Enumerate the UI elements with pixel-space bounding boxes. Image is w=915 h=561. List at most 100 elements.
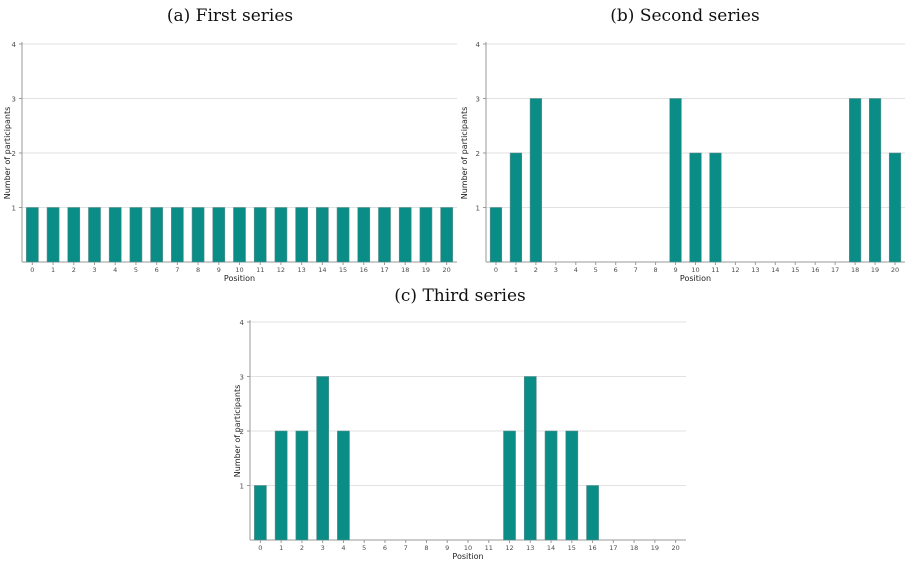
bar — [26, 207, 39, 263]
x-tick-label: 14 — [318, 266, 326, 274]
x-tick-label: 2 — [300, 544, 304, 552]
bar — [398, 207, 412, 263]
bar — [254, 485, 267, 541]
bar — [888, 152, 902, 263]
x-tick-label: 0 — [258, 544, 262, 552]
bar — [129, 207, 143, 263]
bar — [669, 98, 682, 263]
bar — [295, 430, 309, 541]
x-tick-label: 19 — [422, 266, 430, 274]
bar — [316, 376, 329, 541]
x-tick-label: 20 — [891, 266, 899, 274]
y-tick-label: 3 — [476, 96, 480, 104]
chart-panel-third-series: (c) Third series 1 2 3 4 0 1 2 3 4 5 6 7 8 9 10 11 12 13 1… — [220, 280, 700, 561]
bar — [171, 207, 184, 263]
x-tick-label: 11 — [711, 266, 719, 274]
bar — [489, 207, 503, 263]
x-tick-label: 3 — [92, 266, 96, 274]
x-tick-label: 10 — [691, 266, 699, 274]
x-tick-label: 0 — [494, 266, 498, 274]
y-tick-label: 3 — [12, 96, 16, 104]
x-tick-label: 8 — [196, 266, 200, 274]
x-tick-label: 8 — [424, 544, 428, 552]
bar — [503, 430, 516, 541]
x-tick-label: 11 — [485, 544, 493, 552]
x-tick-label: 1 — [51, 266, 55, 274]
x-tick-label: 9 — [445, 544, 449, 552]
x-tick-label: 7 — [404, 544, 408, 552]
x-tick-label: 15 — [568, 544, 576, 552]
x-tick-label: 12 — [731, 266, 739, 274]
x-tick-label: 1 — [514, 266, 518, 274]
x-tick-label: 13 — [298, 266, 306, 274]
x-tick-label: 18 — [401, 266, 409, 274]
x-tick-label: 15 — [339, 266, 347, 274]
x-tick-label: 16 — [360, 266, 368, 274]
bar — [440, 207, 453, 263]
x-tick-label: 18 — [630, 544, 638, 552]
y-tick-label: 2 — [476, 150, 480, 158]
bar — [150, 207, 163, 263]
x-tick-label: 6 — [383, 544, 387, 552]
y-tick-label: 4 — [12, 41, 17, 49]
x-tick-label: 3 — [554, 266, 558, 274]
x-tick-label: 17 — [380, 266, 388, 274]
x-tick-label: 13 — [751, 266, 759, 274]
bar — [689, 152, 702, 263]
y-tick-label: 2 — [240, 428, 244, 436]
x-tick-label: 4 — [113, 266, 117, 274]
x-tick-label: 5 — [362, 544, 366, 552]
x-tick-label: 15 — [791, 266, 799, 274]
x-tick-label: 2 — [534, 266, 538, 274]
y-tick-label: 4 — [240, 319, 245, 327]
x-tick-label: 14 — [771, 266, 779, 274]
chart-panel-second-series: (b) Second series 1 2 3 4 0 1 2 3 4 5 6 7 8 9 10 11 12 13… — [455, 0, 915, 285]
x-tick-label: 6 — [614, 266, 618, 274]
x-tick-label: 17 — [609, 544, 617, 552]
bar — [523, 376, 537, 541]
x-tick-label: 19 — [651, 544, 659, 552]
x-tick-label: 6 — [155, 266, 159, 274]
y-tick-label: 1 — [476, 205, 480, 213]
x-tick-label: 5 — [594, 266, 598, 274]
x-tick-label: 16 — [588, 544, 596, 552]
bar — [274, 430, 288, 541]
bar — [212, 207, 226, 263]
x-tick-label: 12 — [505, 544, 513, 552]
bar — [419, 207, 433, 263]
y-tick-label: 3 — [240, 374, 244, 382]
x-tick-label: 9 — [673, 266, 677, 274]
bar — [378, 207, 391, 263]
bar — [295, 207, 308, 263]
x-tick-label: 2 — [72, 266, 76, 274]
x-tick-label: 0 — [30, 266, 34, 274]
bar — [67, 207, 81, 263]
x-tick-label: 1 — [279, 544, 283, 552]
y-axis-label: Number of participants — [3, 107, 12, 200]
x-axis-label: Position — [452, 552, 483, 561]
x-axis-label: Position — [224, 274, 255, 283]
bar — [336, 207, 350, 263]
bar — [709, 152, 722, 263]
y-tick-label: 2 — [12, 150, 16, 158]
x-tick-label: 13 — [526, 544, 534, 552]
x-tick-label: 4 — [574, 266, 578, 274]
bar — [586, 485, 599, 541]
x-tick-label: 10 — [464, 544, 472, 552]
x-axis-label: Position — [680, 274, 711, 283]
x-tick-label: 7 — [175, 266, 179, 274]
bar — [316, 207, 329, 263]
x-tick-label: 11 — [256, 266, 264, 274]
chart-panel-first-series: (a) First series 1 2 3 4 0 1 2 3 4 5 6 7 8 9 10 11 12 13 1… — [0, 0, 460, 285]
bar — [253, 207, 267, 263]
bar — [233, 207, 246, 263]
y-tick-label: 4 — [476, 41, 481, 49]
x-tick-label: 9 — [217, 266, 221, 274]
bar — [509, 152, 523, 263]
x-tick-label: 14 — [547, 544, 555, 552]
chart-title: (b) Second series — [610, 6, 760, 26]
x-tick-label: 8 — [654, 266, 658, 274]
bar — [868, 98, 882, 263]
